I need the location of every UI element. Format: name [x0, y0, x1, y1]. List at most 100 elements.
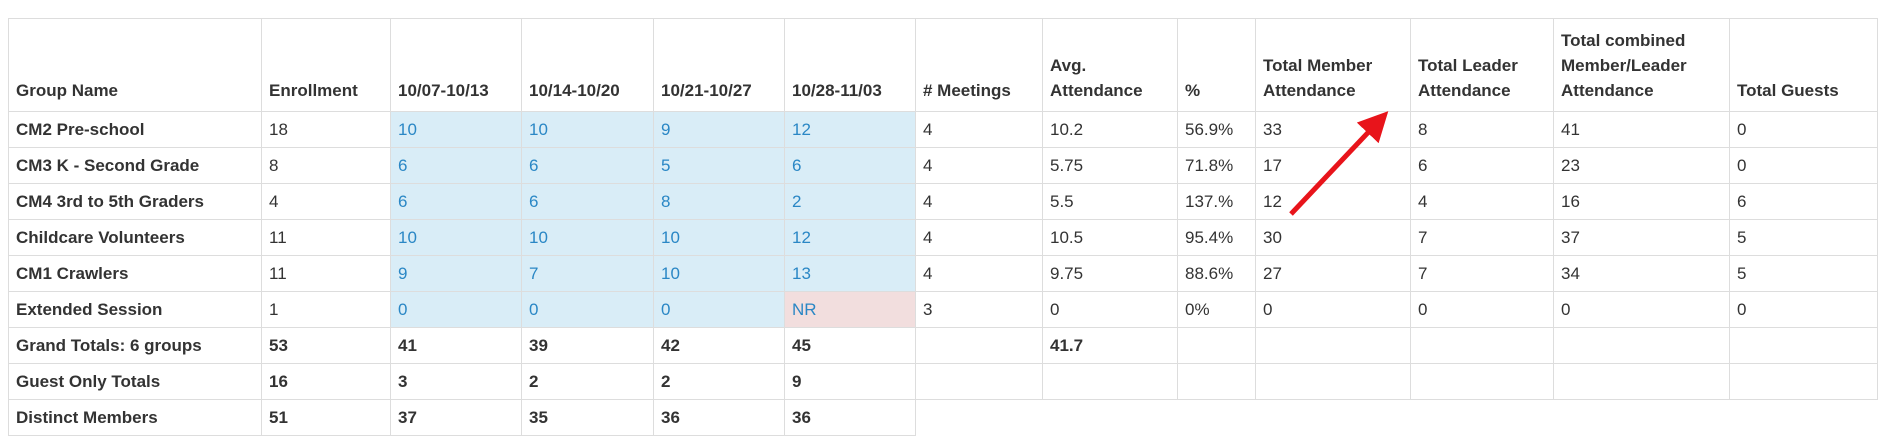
footer-total: 42 [653, 327, 785, 364]
cell: Extended Session [8, 291, 262, 328]
empty-cell [1553, 327, 1730, 364]
empty-cell [1410, 327, 1554, 364]
footer-label: Grand Totals: 6 groups [8, 327, 262, 364]
empty-cell [1042, 399, 1178, 436]
footer-total: 16 [261, 363, 391, 400]
week-cell: 9 [653, 111, 785, 148]
empty-cell [1410, 363, 1554, 400]
cell: 5 [1729, 219, 1878, 256]
footer-label: Guest Only Totals [8, 363, 262, 400]
column-header: Avg. Attendance [1042, 18, 1178, 112]
cell: 10.5 [1042, 219, 1178, 256]
footer-row: Distinct Members 51 37 35 36 36 [8, 399, 1878, 436]
cell: 0 [1042, 291, 1178, 328]
empty-cell [915, 363, 1043, 400]
cell: 0 [1410, 291, 1554, 328]
table-foot: Grand Totals: 6 groups 53 41 39 42 45 41.7 Gues… [8, 327, 1878, 436]
week-cell: 0 [653, 291, 785, 328]
cell: 33 [1255, 111, 1411, 148]
column-header: Total Guests [1729, 18, 1878, 112]
cell: 10.2 [1042, 111, 1178, 148]
cell: 4 [915, 219, 1043, 256]
footer-total: 9 [784, 363, 916, 400]
cell: 23 [1553, 147, 1730, 184]
column-header: Group Name [8, 18, 262, 112]
cell: 4 [915, 147, 1043, 184]
cell: 56.9% [1177, 111, 1256, 148]
footer-total: 3 [390, 363, 522, 400]
footer-total: 2 [521, 363, 654, 400]
week-cell: 6 [390, 183, 522, 220]
empty-cell [1177, 327, 1256, 364]
table-row: CM1 Crawlers 11 9 7 10 13 4 9.75 88.6% 27 7 34 5 [8, 255, 1878, 292]
footer-label: Distinct Members [8, 399, 262, 436]
table-row: CM3 K - Second Grade 8 6 6 5 6 4 5.75 71.8% 17 6 23… [8, 147, 1878, 184]
week-cell: 12 [784, 219, 916, 256]
cell: 16 [1553, 183, 1730, 220]
week-cell: 5 [653, 147, 785, 184]
cell: 11 [261, 219, 391, 256]
table-row: CM4 3rd to 5th Graders 4 6 6 8 2 4 5.5 137.% 12 4 1… [8, 183, 1878, 220]
week-cell: 10 [653, 219, 785, 256]
empty-cell [1042, 363, 1178, 400]
week-cell: 13 [784, 255, 916, 292]
column-header: 10/14-10/20 [521, 18, 654, 112]
week-cell: 2 [784, 183, 916, 220]
cell: 7 [1410, 255, 1554, 292]
empty-cell [1177, 399, 1256, 436]
footer-row: Grand Totals: 6 groups 53 41 39 42 45 41.7 [8, 327, 1878, 364]
week-cell: 10 [653, 255, 785, 292]
cell: 4 [1410, 183, 1554, 220]
empty-cell [1729, 363, 1878, 400]
footer-total: 36 [653, 399, 785, 436]
column-header: Total Member Attendance [1255, 18, 1411, 112]
week-cell: 0 [390, 291, 522, 328]
cell: 4 [915, 183, 1043, 220]
week-cell: 10 [390, 219, 522, 256]
week-cell: 10 [390, 111, 522, 148]
cell: 7 [1410, 219, 1554, 256]
column-header: 10/07-10/13 [390, 18, 522, 112]
week-cell: 10 [521, 219, 654, 256]
table-head: Group Name Enrollment 10/07-10/13 10/14-10/… [8, 18, 1878, 112]
cell: 71.8% [1177, 147, 1256, 184]
cell: 6 [1410, 147, 1554, 184]
footer-row: Guest Only Totals 16 3 2 2 9 [8, 363, 1878, 400]
cell: 30 [1255, 219, 1411, 256]
cell: 88.6% [1177, 255, 1256, 292]
footer-total: 53 [261, 327, 391, 364]
empty-cell [1255, 363, 1411, 400]
cell: 8 [1410, 111, 1554, 148]
empty-cell [1729, 399, 1878, 436]
cell: 5.75 [1042, 147, 1178, 184]
week-cell: 8 [653, 183, 785, 220]
table-body: CM2 Pre-school 18 10 10 9 12 4 10.2 56.9% 33 8 41 0 C… [8, 111, 1878, 328]
cell: 0 [1729, 111, 1878, 148]
cell: 37 [1553, 219, 1730, 256]
week-cell: 10 [521, 111, 654, 148]
column-header: Total Leader Attendance [1410, 18, 1554, 112]
cell: 0 [1553, 291, 1730, 328]
footer-avg: 41.7 [1042, 327, 1178, 364]
header-row: Group Name Enrollment 10/07-10/13 10/14-10/… [8, 18, 1878, 112]
table-row: Extended Session 1 0 0 0 NR 3 0 0% 0 0 0 0 [8, 291, 1878, 328]
cell: 4 [261, 183, 391, 220]
cell: 18 [261, 111, 391, 148]
week-cell: 6 [784, 147, 916, 184]
footer-total: 2 [653, 363, 785, 400]
table-row: Childcare Volunteers 11 10 10 10 12 4 10.5 95.4%… [8, 219, 1878, 256]
column-header: % [1177, 18, 1256, 112]
cell: 4 [915, 111, 1043, 148]
cell: 8 [261, 147, 391, 184]
empty-cell [1553, 363, 1730, 400]
cell: 95.4% [1177, 219, 1256, 256]
cell: 5 [1729, 255, 1878, 292]
cell: 6 [1729, 183, 1878, 220]
week-cell: 6 [521, 147, 654, 184]
cell: 4 [915, 255, 1043, 292]
empty-cell [1410, 399, 1554, 436]
cell: 11 [261, 255, 391, 292]
empty-cell [1729, 327, 1878, 364]
empty-cell [1177, 363, 1256, 400]
footer-total: 36 [784, 399, 916, 436]
